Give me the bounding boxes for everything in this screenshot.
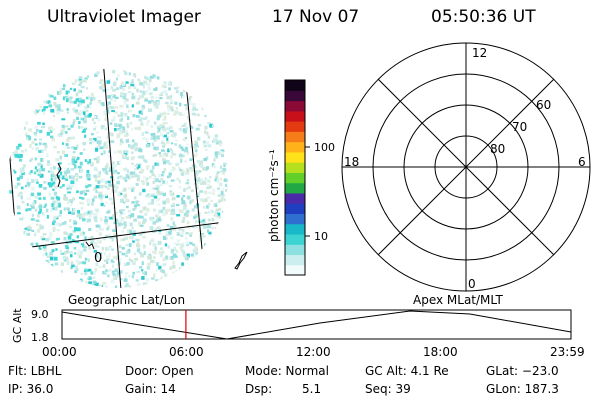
colorbar-step	[285, 172, 305, 184]
timeline-ylabel: GC Alt	[11, 308, 24, 343]
mlt-label-dawn: 6	[578, 155, 586, 169]
mlat-label-60: 60	[536, 98, 551, 112]
colorbar-step	[285, 233, 305, 245]
colorbar: 100 10 photon cm⁻²s⁻¹	[267, 79, 335, 276]
altitude-timeline: GC Alt 9.0 1.8 00:00 06:00 12:00 18:00 2…	[11, 308, 585, 359]
coastline-island	[56, 162, 62, 188]
uv-image-panel: 0	[8, 68, 248, 288]
colorbar-step	[285, 131, 305, 143]
mlt-label-noon: 12	[472, 46, 487, 60]
colorbar-step	[285, 203, 305, 215]
colorbar-step	[285, 100, 305, 112]
timeline-xtick: 23:59	[550, 345, 585, 359]
observation-time: 05:50:36 UT	[431, 7, 536, 27]
coastline-island	[85, 241, 95, 250]
colorbar-unit-label: photon cm⁻²s⁻¹	[267, 149, 281, 242]
geo-panel-label: Geographic Lat/Lon	[68, 293, 185, 307]
colorbar-step	[285, 254, 305, 266]
colorbar-step	[285, 151, 305, 163]
colorbar-step	[285, 264, 305, 276]
polar-panel-label: Apex MLat/MLT	[413, 293, 503, 307]
colorbar-tick-label: 10	[314, 230, 328, 243]
observation-date: 17 Nov 07	[272, 7, 360, 27]
mlat-label-80: 80	[490, 142, 505, 156]
timeline-ytick: 1.8	[31, 331, 49, 344]
coastline-island	[234, 251, 248, 270]
status-mode: Mode: Normal	[245, 364, 329, 378]
mlt-label-midnight: 0	[468, 277, 476, 291]
timeline-xtick: 06:00	[169, 345, 204, 359]
timeline-xtick: 18:00	[423, 345, 458, 359]
status-door: Door: Open	[125, 364, 194, 378]
colorbar-step	[285, 90, 305, 102]
colorbar-tick-label: 100	[314, 141, 335, 154]
status-glon: GLon: 187.3	[486, 382, 559, 396]
colorbar-step	[285, 80, 305, 91]
status-filter: Flt: LBHL	[8, 364, 62, 378]
colorbar-step	[285, 244, 305, 256]
status-gain: Gain: 14	[125, 382, 176, 396]
polar-grid	[341, 42, 591, 292]
grid-label-zero: 0	[94, 251, 102, 266]
colorbar-step	[285, 141, 305, 153]
altitude-curve	[61, 310, 572, 340]
mlt-label-dusk: 18	[344, 155, 359, 169]
colorbar-frame	[284, 79, 306, 276]
status-dsp: Dsp:	[245, 382, 273, 396]
colorbar-step	[285, 213, 305, 225]
app-title: Ultraviolet Imager	[47, 7, 201, 27]
status-seq: Seq: 39	[365, 382, 411, 396]
timeline-xtick: 00:00	[42, 345, 77, 359]
status-dsp-value: 5.1	[302, 382, 322, 396]
timeline-frame	[61, 309, 572, 340]
colorbar-step	[285, 110, 305, 122]
colorbar-step	[285, 162, 305, 173]
colorbar-step	[285, 192, 305, 204]
mlat-label-70: 70	[512, 120, 527, 134]
timeline-xtick: 12:00	[296, 345, 331, 359]
status-gc-alt: GC Alt: 4.1 Re	[365, 364, 449, 378]
colorbar-step	[285, 223, 305, 235]
colorbar-step	[285, 182, 305, 194]
status-glat: GLat: −23.0	[486, 364, 559, 378]
timeline-ytick: 9.0	[31, 308, 49, 321]
status-ip: IP: 36.0	[8, 382, 54, 396]
colorbar-step	[285, 121, 305, 132]
